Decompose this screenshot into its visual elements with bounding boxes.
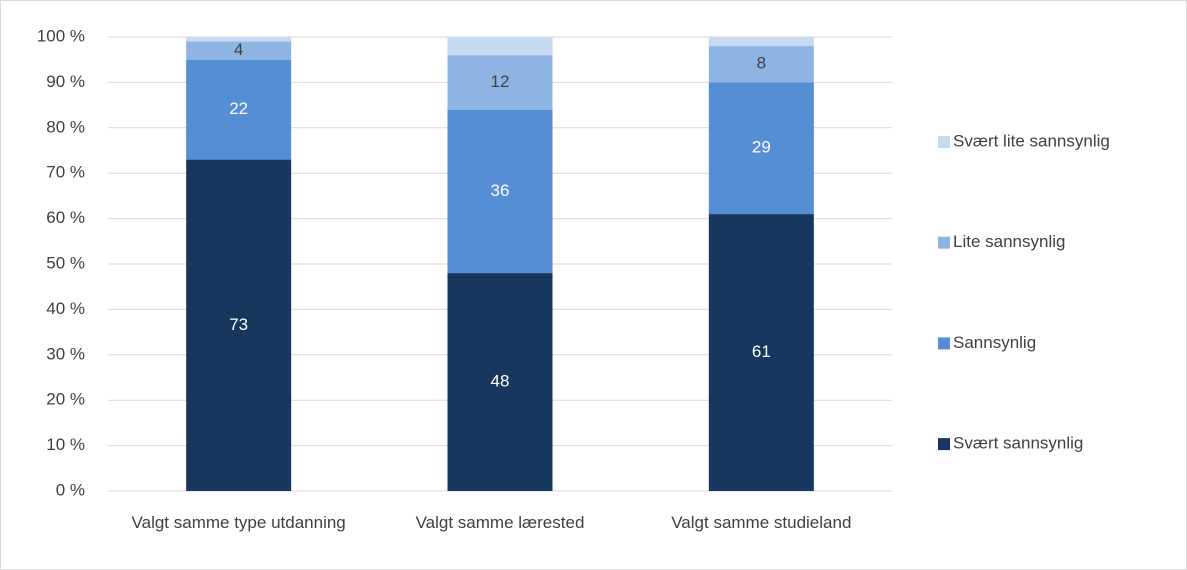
legend-swatch [938, 438, 950, 451]
bar-segment [447, 109, 553, 274]
data-label: 22 [229, 99, 248, 118]
legend-label: Svært lite sannsynlig [953, 131, 1110, 150]
bar-segment [186, 159, 292, 491]
y-tick-label: 0 % [56, 480, 85, 499]
x-tick-label: Valgt samme lærested [415, 513, 585, 532]
legend-swatch [938, 136, 950, 148]
y-tick-label: 90 % [46, 72, 85, 91]
bar-segment [447, 273, 553, 491]
data-label: 4 [234, 40, 243, 59]
data-label: 61 [752, 342, 771, 361]
data-label: 29 [752, 138, 771, 157]
bar-segment [708, 46, 814, 83]
bar-segment [708, 214, 814, 491]
y-tick-label: 50 % [46, 253, 85, 272]
y-tick-label: 100 % [37, 26, 85, 45]
data-label: 36 [491, 181, 510, 200]
data-label: 8 [757, 54, 766, 73]
legend-label: Svært sannsynlig [953, 434, 1083, 453]
bar-segment [708, 37, 814, 47]
data-label: 12 [491, 72, 510, 91]
y-tick-label: 20 % [46, 390, 85, 409]
legend-label: Lite sannsynlig [953, 232, 1065, 251]
bar-segment [447, 37, 553, 56]
x-tick-label: Valgt samme studieland [671, 513, 852, 532]
legend-label: Sannsynlig [953, 333, 1036, 352]
x-tick-label: Valgt samme type utdanning [131, 513, 346, 532]
bar-segment [447, 55, 553, 110]
legend-swatch [938, 337, 950, 350]
y-tick-label: 60 % [46, 208, 85, 227]
y-tick-label: 10 % [46, 435, 85, 454]
data-label: 48 [491, 372, 510, 391]
y-tick-label: 70 % [46, 163, 85, 182]
legend-swatch [938, 236, 950, 249]
data-label: 73 [229, 315, 248, 334]
bar-segment [708, 82, 814, 215]
bar-segment [186, 59, 292, 160]
y-tick-label: 80 % [46, 117, 85, 136]
bar-segment [186, 37, 292, 42]
bar-segment [186, 41, 292, 60]
y-tick-label: 40 % [46, 299, 85, 318]
y-tick-label: 30 % [46, 344, 85, 363]
